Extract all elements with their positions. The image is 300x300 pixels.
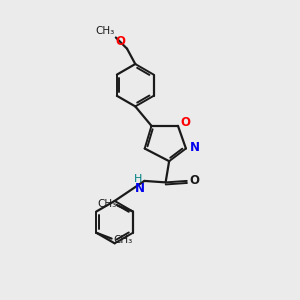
Text: O: O [180, 116, 190, 129]
Text: H: H [134, 174, 142, 184]
Text: CH₃: CH₃ [113, 235, 132, 245]
Text: N: N [134, 182, 144, 195]
Text: CH₃: CH₃ [97, 199, 116, 209]
Text: O: O [190, 174, 200, 188]
Text: CH₃: CH₃ [95, 26, 115, 36]
Text: N: N [190, 141, 200, 154]
Text: O: O [116, 34, 126, 47]
